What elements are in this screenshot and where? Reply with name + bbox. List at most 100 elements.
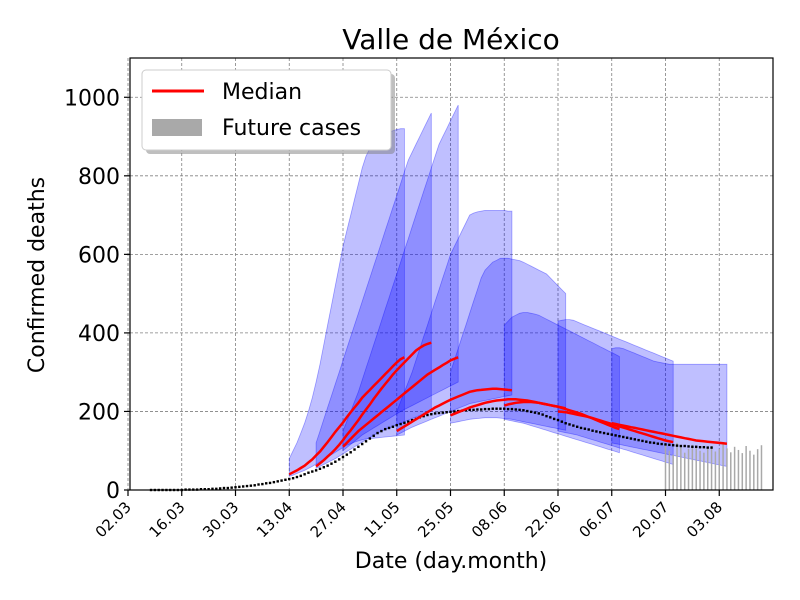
observed-point	[230, 486, 233, 489]
legend-box	[141, 69, 392, 151]
observed-point	[514, 408, 517, 411]
observed-point	[380, 429, 383, 433]
observed-point	[480, 408, 483, 411]
observed-point	[368, 437, 372, 440]
observed-point	[602, 431, 606, 435]
observed-point	[234, 486, 237, 489]
legend-future-label: Future cases	[222, 116, 361, 141]
observed-point	[387, 426, 391, 430]
observed-point	[430, 413, 433, 416]
observed-point	[552, 417, 556, 421]
observed-point	[645, 440, 648, 443]
observed-point	[364, 440, 368, 443]
observed-point	[518, 408, 521, 412]
observed-point	[656, 442, 660, 445]
observed-point	[579, 426, 583, 430]
observed-point	[564, 422, 567, 425]
observed-point	[314, 469, 318, 472]
observed-point	[272, 480, 276, 484]
observed-point	[322, 466, 326, 469]
observed-point	[199, 488, 203, 491]
observed-point	[291, 477, 295, 480]
observed-point	[487, 407, 491, 411]
legend-median-label: Median	[222, 80, 302, 105]
legend-future-swatch	[152, 119, 202, 136]
observed-point	[303, 473, 306, 476]
prediction-band	[315, 112, 432, 470]
observed-point	[533, 411, 537, 414]
observed-point	[648, 441, 652, 444]
observed-point	[360, 442, 364, 446]
observed-point	[691, 445, 694, 448]
y-tick-label: 600	[78, 243, 120, 268]
observed-point	[426, 413, 429, 417]
observed-point	[695, 445, 698, 448]
observed-point	[568, 423, 571, 426]
observed-point	[399, 422, 402, 426]
observed-point	[449, 410, 452, 414]
observed-point	[268, 481, 272, 485]
observed-point	[606, 432, 610, 436]
observed-point	[422, 414, 425, 418]
y-tick-label: 800	[78, 165, 120, 190]
observed-point	[311, 470, 314, 473]
observed-point	[468, 408, 471, 412]
median-line	[396, 387, 512, 433]
observed-point	[249, 484, 253, 487]
observed-point	[483, 407, 487, 411]
observed-point	[595, 430, 598, 433]
observed-point	[284, 478, 287, 481]
observed-point	[622, 435, 625, 439]
observed-point	[618, 434, 621, 438]
observed-point	[668, 443, 671, 447]
observed-point	[687, 445, 690, 448]
observed-point	[207, 488, 210, 491]
observed-point	[222, 486, 226, 490]
observed-point	[372, 434, 375, 438]
observed-point	[433, 412, 437, 415]
observed-point	[276, 480, 279, 483]
observed-point	[318, 467, 322, 470]
observed-point	[357, 445, 360, 448]
observed-point	[376, 431, 379, 435]
observed-point	[610, 433, 613, 436]
observed-point	[345, 453, 349, 456]
observed-point	[215, 487, 218, 491]
observed-point	[503, 407, 506, 410]
observed-point	[337, 458, 341, 461]
prediction-bands	[288, 104, 728, 477]
observed-point	[675, 444, 679, 447]
observed-point	[664, 443, 667, 446]
observed-point	[226, 486, 230, 490]
y-axis-ticks: 0 200 400 600 800 1000	[64, 86, 130, 504]
observed-point	[295, 475, 299, 479]
observed-point	[391, 425, 395, 428]
observed-point	[545, 414, 548, 418]
y-axis-label: Confirmed deaths	[25, 177, 50, 373]
observed-point	[241, 485, 245, 488]
median-line	[315, 341, 432, 468]
observed-point	[660, 442, 663, 446]
observed-point	[575, 425, 579, 428]
observed-point	[472, 408, 475, 412]
observed-point	[403, 421, 406, 425]
observed-point	[307, 471, 310, 474]
observed-point	[299, 474, 302, 478]
observed-point	[499, 407, 502, 410]
observed-point	[349, 451, 352, 454]
observed-point	[265, 482, 268, 485]
observed-point	[453, 410, 456, 413]
y-tick-label: 0	[106, 479, 120, 504]
observed-point	[261, 482, 264, 486]
observed-point	[683, 444, 686, 448]
observed-point	[599, 431, 602, 434]
observed-point	[326, 464, 329, 467]
observed-point	[476, 408, 479, 411]
observed-point	[353, 448, 356, 451]
observed-point	[341, 455, 345, 459]
observed-point	[245, 484, 249, 488]
observed-point	[257, 483, 260, 486]
observed-point	[334, 460, 337, 463]
